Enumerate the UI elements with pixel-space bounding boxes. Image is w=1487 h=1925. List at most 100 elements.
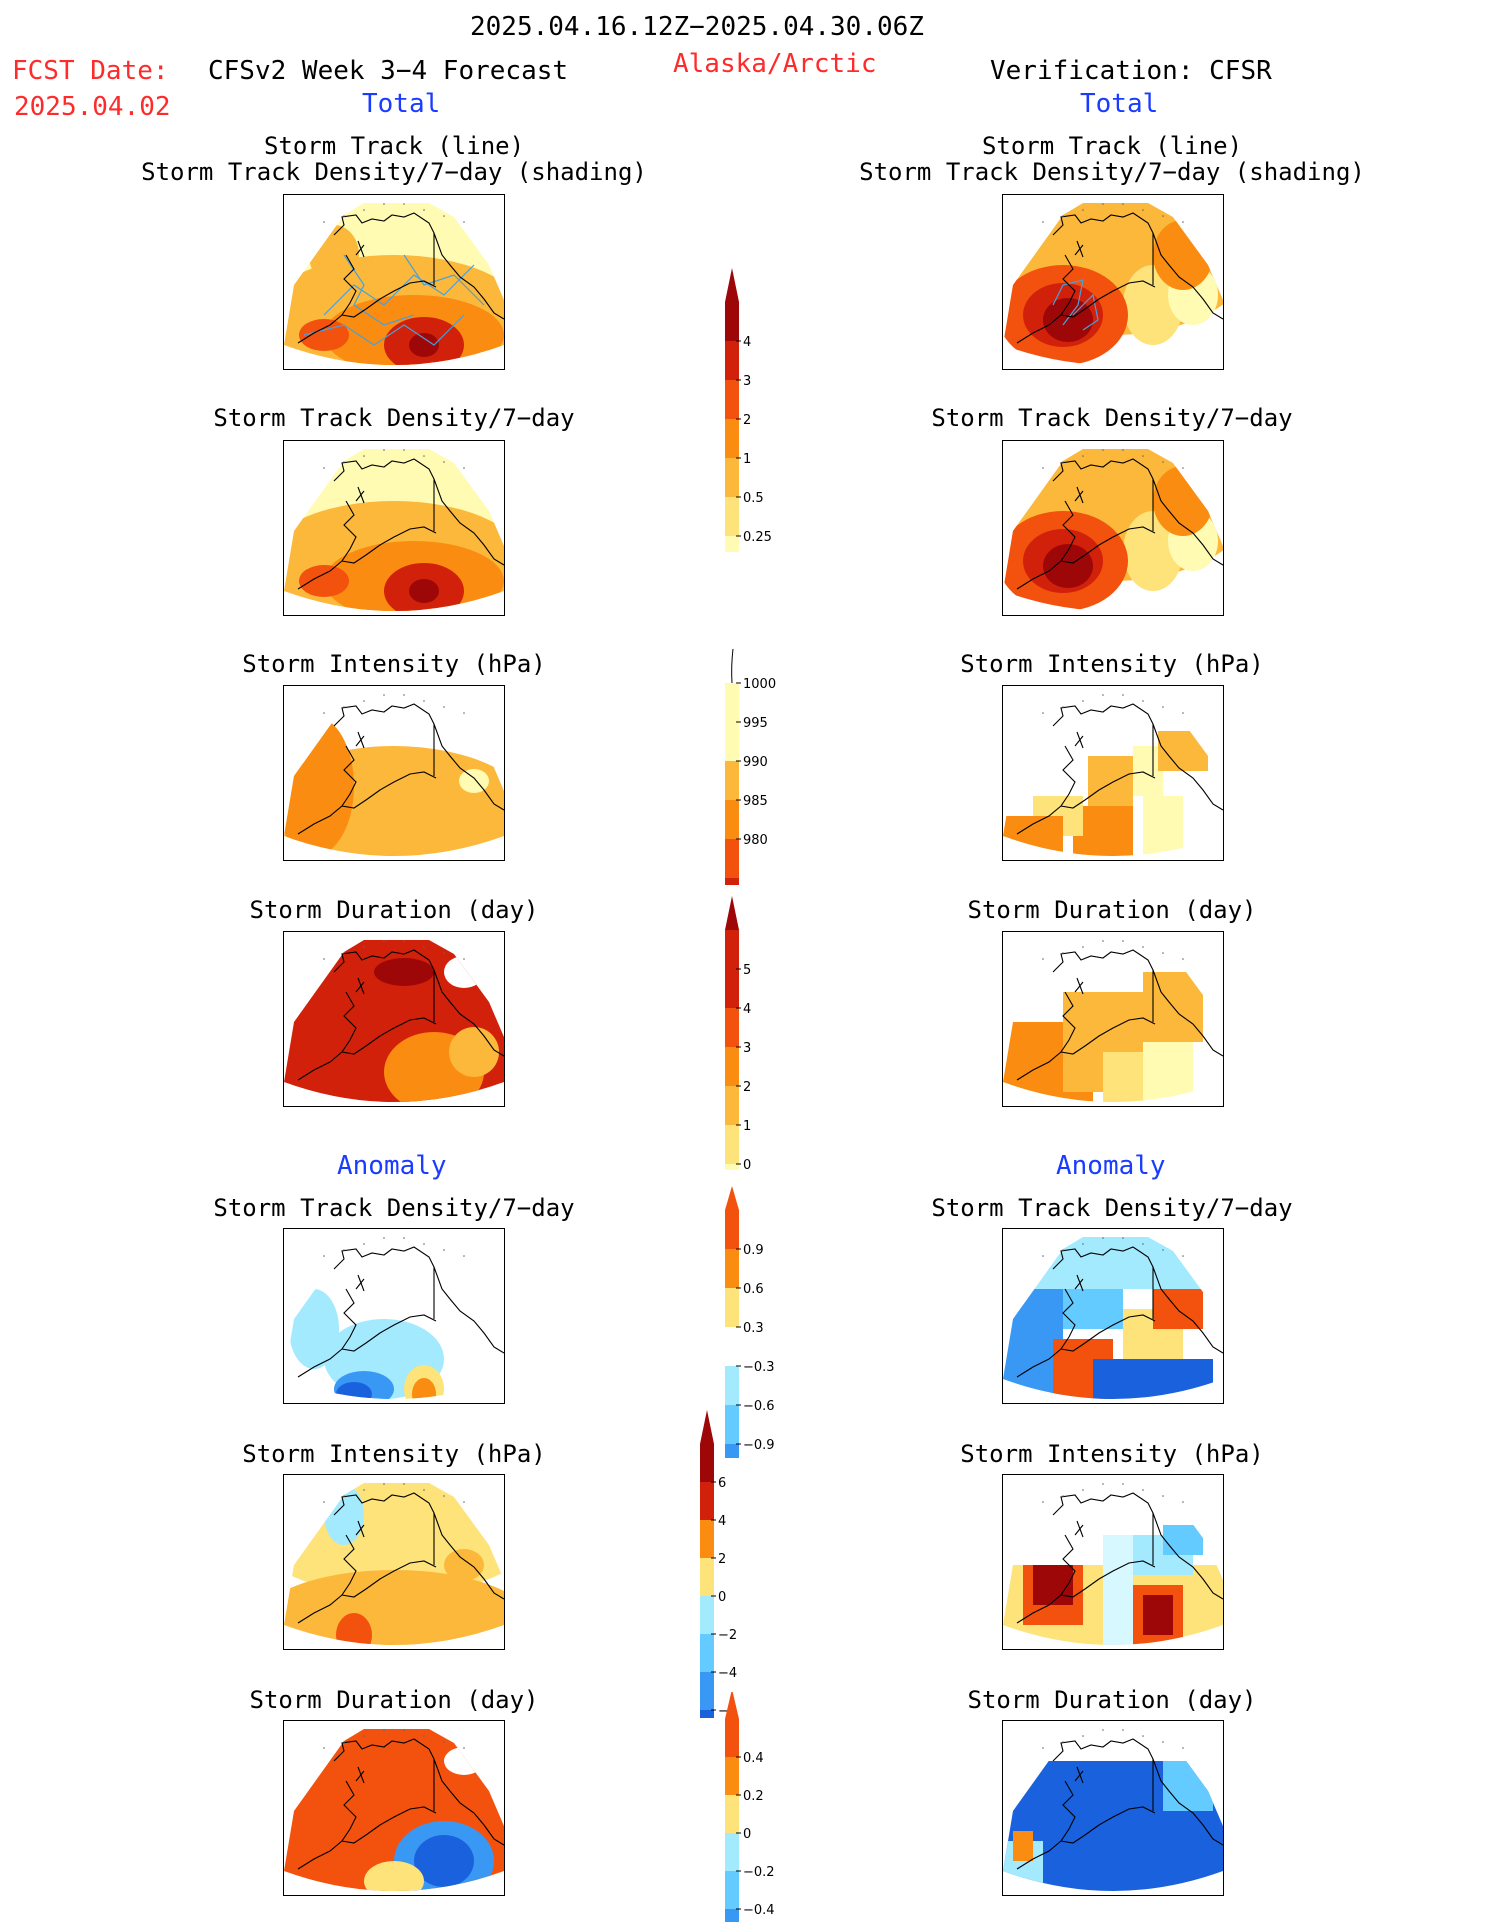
colorbar-swatch bbox=[725, 380, 739, 419]
colorbar-tick-label: −4 bbox=[718, 1666, 737, 1681]
shaded-cell bbox=[1013, 1831, 1033, 1861]
map-left-intensity-anomaly bbox=[283, 1474, 505, 1650]
colorbar-duration: 5 4 3 2 1 0 bbox=[725, 896, 751, 1170]
colorbar-swatch bbox=[725, 458, 739, 497]
colorbar-swatch bbox=[725, 1288, 739, 1327]
colorbar-arrow-top bbox=[725, 268, 739, 302]
colorbar-intensity: 1000 995 990 985 980 bbox=[725, 648, 776, 885]
colorbar-tick-label: 0.25 bbox=[743, 530, 772, 545]
coastline bbox=[297, 1738, 504, 1870]
colorbar-tick-label: 980 bbox=[743, 833, 768, 848]
colorbar-swatch bbox=[725, 1327, 739, 1366]
colorbar-tick-label: 6 bbox=[718, 1476, 726, 1491]
colorbar-swatch bbox=[725, 1164, 739, 1170]
right-total-label: Total bbox=[1080, 89, 1159, 119]
colorbar-track-density: 4 3 2 1 0.5 0.25 bbox=[725, 268, 772, 552]
right-density-anomaly-title: Storm Track Density/7−day bbox=[931, 1194, 1293, 1222]
colorbar-tick-label: 2 bbox=[718, 1552, 726, 1567]
colorbar-swatch bbox=[725, 1405, 739, 1444]
shaded-region bbox=[336, 1613, 372, 1645]
left-track-line-title: Storm Track (line) bbox=[263, 132, 525, 160]
verification-title: Verification: CFSR bbox=[990, 56, 1272, 86]
colorbar-duration-anomaly: 0.4 0.2 0 −0.2 −0.4 bbox=[725, 1692, 775, 1922]
left-track-shading-title: Storm Track Density/7−day (shading) bbox=[141, 158, 647, 186]
coastline bbox=[297, 212, 504, 344]
coastline bbox=[1016, 949, 1223, 1081]
coastline bbox=[1016, 1492, 1223, 1624]
shaded-cell bbox=[1143, 796, 1183, 856]
colorbar-swatch bbox=[725, 1909, 739, 1922]
shaded-region bbox=[414, 1835, 474, 1887]
colorbar-swatch bbox=[700, 1672, 714, 1710]
colorbar-swatch bbox=[725, 536, 739, 552]
coastline bbox=[297, 1246, 504, 1378]
left-density-title: Storm Track Density/7−day bbox=[213, 404, 575, 432]
left-density-anomaly-title: Storm Track Density/7−day bbox=[213, 1194, 575, 1222]
map-right-density-anomaly bbox=[1002, 1228, 1224, 1404]
model-title: CFSv2 Week 3−4 Forecast bbox=[208, 56, 569, 86]
shaded-region bbox=[449, 1027, 499, 1077]
coastline bbox=[1016, 703, 1223, 835]
colorbar-swatch bbox=[700, 1710, 714, 1718]
shaded-cell bbox=[1003, 816, 1063, 856]
map-left-track bbox=[283, 194, 505, 370]
left-intensity-anomaly-title: Storm Intensity (hPa) bbox=[242, 1440, 546, 1468]
colorbar-swatch bbox=[700, 1482, 714, 1520]
colorbar-swatch bbox=[725, 1795, 739, 1833]
shaded-region bbox=[324, 1485, 364, 1545]
colorbar-tick-label: 1 bbox=[743, 452, 751, 467]
shaded-cell bbox=[1143, 1042, 1193, 1102]
colorbar-tick-label: 1 bbox=[743, 1119, 751, 1134]
colorbar-swatch bbox=[725, 1086, 739, 1125]
map-right-track bbox=[1002, 194, 1224, 370]
colorbar-tick-label: 3 bbox=[743, 1041, 751, 1056]
colorbar-arrow-top bbox=[700, 1410, 714, 1444]
colorbar-arrow-top bbox=[725, 896, 739, 930]
right-density-title: Storm Track Density/7−day bbox=[931, 404, 1293, 432]
shaded-cell bbox=[1103, 1535, 1133, 1645]
colorbar-tick-label: −0.9 bbox=[743, 1438, 775, 1453]
colorbar-swatch bbox=[725, 302, 739, 341]
colorbar-swatch bbox=[725, 969, 739, 1008]
colorbar-swatch bbox=[700, 1634, 714, 1672]
colorbar-swatch bbox=[725, 800, 739, 839]
colorbar-tick-label: 2 bbox=[743, 1080, 751, 1095]
colorbar-tick-label: −0.3 bbox=[743, 1360, 775, 1375]
colorbar-swatch bbox=[725, 878, 739, 885]
colorbar-swatch bbox=[725, 1008, 739, 1047]
colorbar-swatch bbox=[725, 1125, 739, 1164]
date-range-title: 2025.04.16.12Z−2025.04.30.06Z bbox=[470, 12, 924, 42]
shaded-region bbox=[1043, 544, 1093, 588]
shaded-region bbox=[336, 1382, 372, 1399]
shaded-cell bbox=[1143, 1595, 1173, 1635]
shaded-region bbox=[364, 1861, 424, 1891]
coastline bbox=[297, 458, 504, 590]
map-left-density bbox=[283, 440, 505, 616]
colorbar-swatch bbox=[725, 1757, 739, 1795]
shaded-region bbox=[409, 333, 439, 357]
colorbar-arrow-top bbox=[725, 1186, 739, 1210]
right-intensity-anomaly-title: Storm Intensity (hPa) bbox=[960, 1440, 1264, 1468]
colorbar-tick-label: −0.4 bbox=[743, 1903, 775, 1918]
colorbar-swatch bbox=[725, 1833, 739, 1871]
colorbar-tick-label: 4 bbox=[718, 1514, 726, 1529]
map-right-density bbox=[1002, 440, 1224, 616]
colorbar-tick-label: 0.6 bbox=[743, 1282, 764, 1297]
shaded-region bbox=[444, 1747, 484, 1775]
storm-track-line bbox=[303, 314, 465, 346]
colorbar-tick-label: 0.4 bbox=[743, 1751, 764, 1766]
colorbar-tick-label: 2 bbox=[743, 413, 751, 428]
shaded-region bbox=[299, 319, 349, 351]
colorbar-tick-label: 990 bbox=[743, 755, 768, 770]
colorbar-swatch bbox=[725, 722, 739, 761]
storm-track-line bbox=[1072, 293, 1099, 331]
colorbar-tick-label: 4 bbox=[743, 335, 751, 350]
coastline bbox=[1016, 458, 1223, 590]
colorbar-swatch bbox=[725, 761, 739, 800]
shaded-cell bbox=[1088, 756, 1133, 806]
shaded-region bbox=[374, 958, 434, 986]
right-duration-anomaly-title: Storm Duration (day) bbox=[967, 1686, 1257, 1714]
colorbar-arrow-top bbox=[731, 648, 734, 684]
shaded-region bbox=[284, 1570, 504, 1645]
